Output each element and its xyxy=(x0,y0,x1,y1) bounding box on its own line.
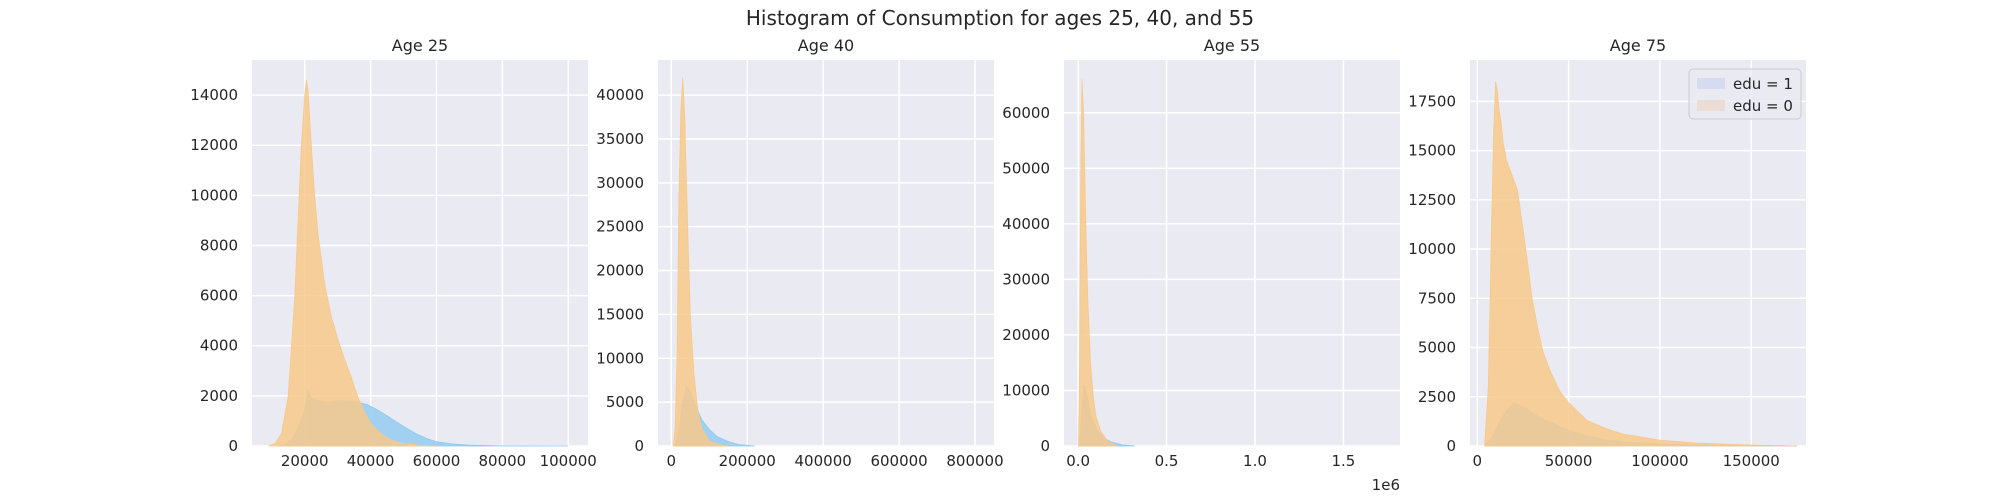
series-area-edu0 xyxy=(1078,79,1118,447)
x-tick-label: 600000 xyxy=(870,452,927,470)
y-tick-label: 40000 xyxy=(596,86,644,104)
legend-swatch-edu1 xyxy=(1697,78,1725,89)
y-tick-label: 0 xyxy=(228,437,238,455)
y-tick-label: 6000 xyxy=(200,287,238,305)
x-offset-label: 1e6 xyxy=(1372,476,1400,494)
subplot-title: Age 55 xyxy=(1204,36,1260,55)
y-tick-label: 10000 xyxy=(190,186,238,204)
series-area-edu0 xyxy=(1484,81,1797,447)
x-tick-label: 100000 xyxy=(1631,452,1688,470)
y-tick-label: 0 xyxy=(634,437,644,455)
series-area-edu0 xyxy=(672,77,729,447)
x-tick-label: 1.5 xyxy=(1331,452,1355,470)
series-area-edu0 xyxy=(268,80,437,447)
legend: edu = 1 edu = 0 xyxy=(1688,68,1802,120)
y-tick-label: 10000 xyxy=(1002,381,1050,399)
y-tick-label: 15000 xyxy=(1408,142,1456,160)
x-tick-label: 1.0 xyxy=(1243,452,1267,470)
plot-background xyxy=(658,60,994,446)
y-tick-label: 12000 xyxy=(190,136,238,154)
y-tick-label: 40000 xyxy=(1002,215,1050,233)
y-tick-label: 25000 xyxy=(596,218,644,236)
x-tick-label: 100000 xyxy=(540,452,597,470)
legend-swatch-edu0 xyxy=(1697,100,1725,111)
legend-label-edu1: edu = 1 xyxy=(1733,75,1793,93)
x-tick-label: 50000 xyxy=(1545,452,1593,470)
plot-background xyxy=(1064,60,1400,446)
y-tick-label: 50000 xyxy=(1002,159,1050,177)
x-tick-label: 40000 xyxy=(347,452,395,470)
x-tick-label: 80000 xyxy=(478,452,526,470)
subplot-1: Age 25 20000 40000 60000 80000 100000 0 2000 400… xyxy=(190,36,597,470)
y-tick-label: 2000 xyxy=(200,387,238,405)
y-tick-label: 15000 xyxy=(596,305,644,323)
legend-label-edu0: edu = 0 xyxy=(1733,97,1793,115)
y-tick-label: 8000 xyxy=(200,236,238,254)
subplot-title: Age 25 xyxy=(392,36,448,55)
y-tick-label: 10000 xyxy=(1408,240,1456,258)
y-tick-label: 5000 xyxy=(1418,339,1456,357)
y-tick-label: 35000 xyxy=(596,130,644,148)
x-tick-label: 0 xyxy=(1473,452,1483,470)
x-tick-label: 200000 xyxy=(719,452,776,470)
y-tick-label: 14000 xyxy=(190,86,238,104)
x-tick-label: 0 xyxy=(667,452,677,470)
y-tick-label: 30000 xyxy=(596,174,644,192)
y-tick-label: 7500 xyxy=(1418,289,1456,307)
y-tick-label: 10000 xyxy=(596,349,644,367)
x-tick-label: 150000 xyxy=(1723,452,1780,470)
y-tick-label: 20000 xyxy=(1002,326,1050,344)
subplot-title: Age 75 xyxy=(1610,36,1666,55)
y-tick-label: 20000 xyxy=(596,262,644,280)
figure-title: Histogram of Consumption for ages 25, 40… xyxy=(746,6,1254,30)
y-tick-label: 17500 xyxy=(1408,92,1456,110)
y-tick-label: 0 xyxy=(1040,437,1050,455)
subplot-2: Age 40 0 200000 400000 600000 800000 0 5000 1000… xyxy=(596,36,1003,470)
x-tick-label: 20000 xyxy=(281,452,329,470)
y-tick-label: 12500 xyxy=(1408,191,1456,209)
y-tick-label: 4000 xyxy=(200,337,238,355)
x-tick-label: 60000 xyxy=(413,452,461,470)
y-tick-label: 30000 xyxy=(1002,270,1050,288)
y-tick-label: 2500 xyxy=(1418,388,1456,406)
x-tick-label: 800000 xyxy=(946,452,1003,470)
subplot-3: Age 55 0.0 0.5 1.0 1.5 0 10000 20000 30000 40000 5… xyxy=(1002,36,1400,494)
y-tick-label: 60000 xyxy=(1002,104,1050,122)
y-tick-label: 0 xyxy=(1446,437,1456,455)
subplot-title: Age 40 xyxy=(798,36,854,55)
y-tick-label: 5000 xyxy=(606,393,644,411)
x-tick-label: 0.5 xyxy=(1155,452,1179,470)
subplot-4: Age 75 0 50000 100000 150000 0 2500 5000 7500 100… xyxy=(1408,36,1806,470)
x-tick-label: 0.0 xyxy=(1066,452,1090,470)
x-tick-label: 400000 xyxy=(795,452,852,470)
